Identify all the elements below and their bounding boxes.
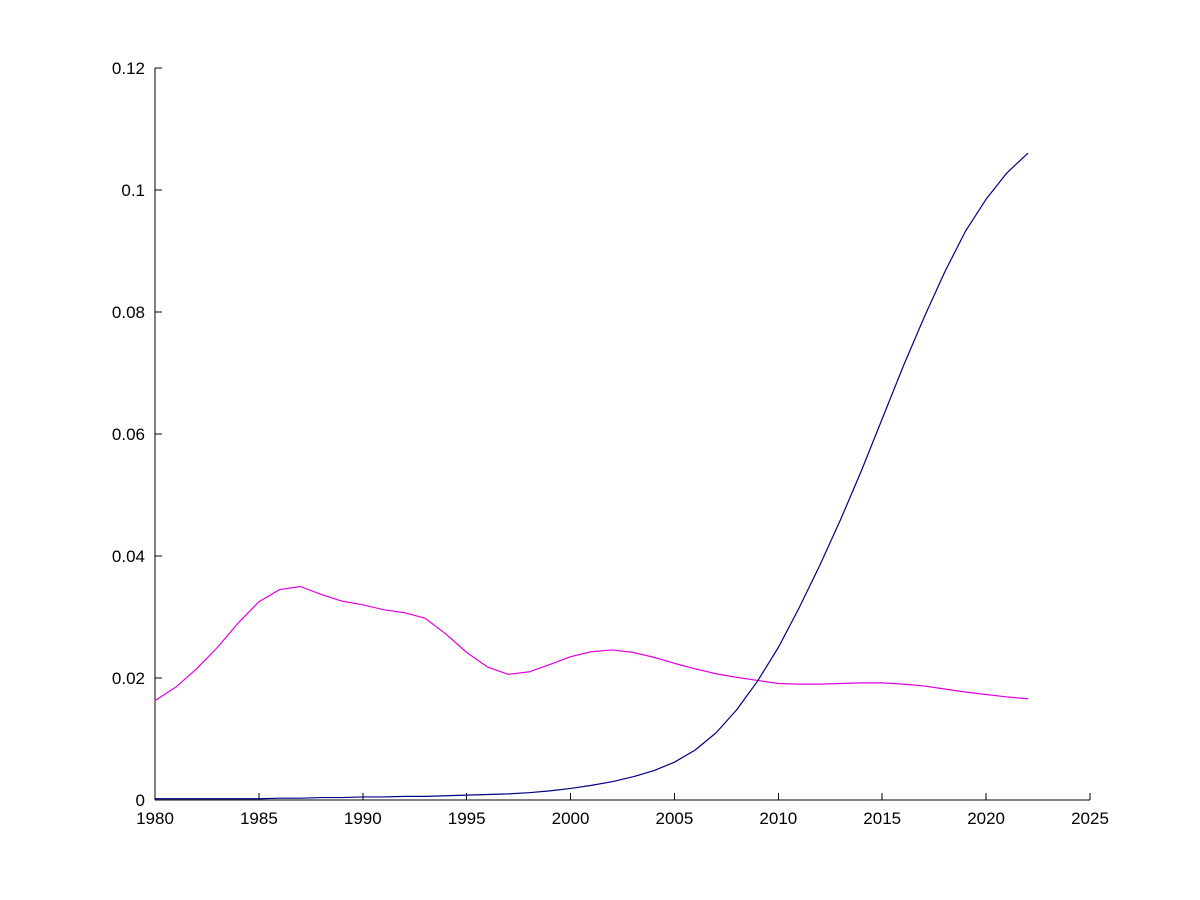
x-tick-label: 2015: [863, 809, 901, 828]
magenta-line: [154, 585, 1029, 702]
y-tick-label: 0: [136, 791, 145, 810]
x-tick-label: 2010: [759, 809, 797, 828]
x-tick-label: 2005: [656, 809, 694, 828]
y-tick-label: 0.02: [112, 669, 145, 688]
x-tick-label: 1990: [344, 809, 382, 828]
x-tick-label: 2000: [552, 809, 590, 828]
x-tick-label: 1995: [448, 809, 486, 828]
y-tick-label: 0.04: [112, 547, 145, 566]
x-tick-label: 1985: [240, 809, 278, 828]
x-tick-label: 1980: [136, 809, 174, 828]
dark-blue-line: [154, 152, 1029, 800]
y-tick-label: 0.06: [112, 425, 145, 444]
x-tick-label: 2020: [967, 809, 1005, 828]
y-tick-label: 0.08: [112, 303, 145, 322]
x-tick-label: 2025: [1071, 809, 1109, 828]
y-tick-label: 0.1: [121, 181, 145, 200]
y-tick-label: 0.12: [112, 59, 145, 78]
